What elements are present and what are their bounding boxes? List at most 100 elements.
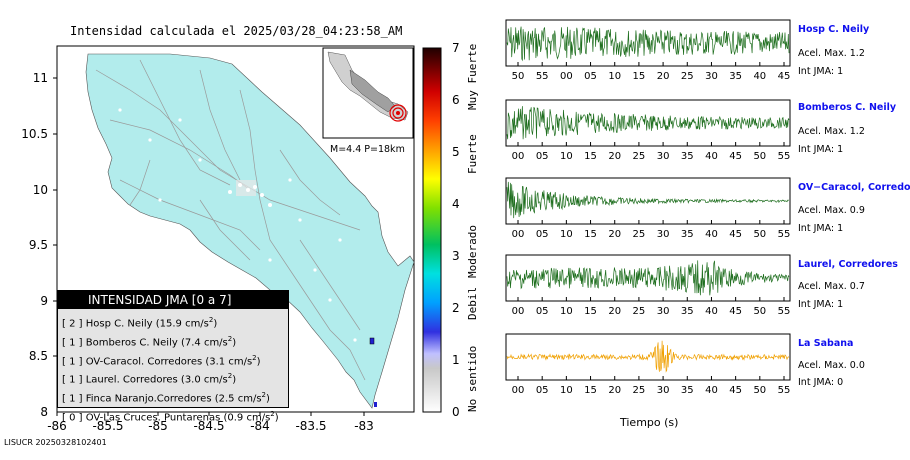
- time-tick-label: 50: [753, 306, 766, 317]
- time-tick-label: 45: [729, 385, 742, 396]
- map-y-ticks: [53, 77, 57, 357]
- time-tick-label: 40: [705, 306, 718, 317]
- x-tick-label: -83: [354, 419, 374, 433]
- time-tick-label: 55: [778, 385, 791, 396]
- map-y-tick-labels: 11 10.5 10 9.5 9 8.5 8: [21, 71, 48, 419]
- x-tick-label: -84: [250, 419, 270, 433]
- town-markers: [118, 108, 357, 342]
- time-tick-label: 00: [560, 71, 573, 82]
- station-int: Int JMA: 1: [798, 66, 844, 77]
- time-tick-label: 15: [584, 151, 597, 162]
- station-int: Int JMA: 1: [798, 299, 844, 310]
- y-tick-label: 8.5: [29, 349, 48, 363]
- legend-header: INTENSIDAD JMA [0 a 7]: [58, 291, 288, 309]
- x-tick-label: -85.5: [92, 419, 123, 433]
- colorbar-label: Fuerte: [466, 134, 479, 174]
- time-tick-label: 05: [536, 306, 549, 317]
- time-tick-label: 35: [681, 229, 694, 240]
- time-tick-label: 30: [657, 151, 670, 162]
- time-tick-label: 35: [681, 151, 694, 162]
- colorbar-tick: 1: [452, 353, 460, 367]
- y-tick-label: 11: [33, 71, 48, 85]
- time-tick-label: 15: [633, 71, 646, 82]
- time-tick-label: 40: [705, 385, 718, 396]
- time-tick-label: 45: [778, 71, 791, 82]
- time-tick-label: 55: [778, 306, 791, 317]
- time-tick-label: 10: [608, 71, 621, 82]
- time-tick-label: 15: [584, 385, 597, 396]
- colorbar-tick: 2: [452, 301, 460, 315]
- time-tick-label: 20: [608, 229, 621, 240]
- x-tick-label: -83.5: [295, 419, 326, 433]
- time-tick-label: 00: [512, 385, 525, 396]
- time-tick-label: 20: [608, 151, 621, 162]
- time-tick-label: 30: [657, 306, 670, 317]
- time-tick-label: 35: [729, 71, 742, 82]
- colorbar-tick-labels: 0 1 2 3 4 5 6 7: [452, 41, 460, 419]
- waveform-panels: 50 55 00 05 10 15 20 25 30 35 40 45 00 05 10 15 20 25 30 35…: [505, 19, 791, 396]
- time-tick-label: 30: [705, 71, 718, 82]
- time-tick-label: 30: [657, 229, 670, 240]
- colorbar-tick: 6: [452, 93, 460, 107]
- time-tick-label: 00: [512, 229, 525, 240]
- time-tick-label: 50: [753, 151, 766, 162]
- station-acel: Acel. Max. 1.2: [798, 48, 865, 59]
- station-int: Int JMA: 0: [798, 377, 844, 388]
- time-tick-label: 05: [584, 71, 597, 82]
- legend-row: [ 1 ] Bomberos C. Neily (7.4 cm/s2): [62, 334, 237, 349]
- colorbar-tick: 0: [452, 405, 460, 419]
- time-tick-label: 10: [560, 229, 573, 240]
- time-tick-label: 10: [560, 151, 573, 162]
- time-tick-label: 20: [608, 385, 621, 396]
- legend-row: [ 1 ] Finca Naranjo.Corredores (2.5 cm/s…: [62, 391, 270, 405]
- map-x-tick-labels: -86 -85.5 -85 -84.5 -84 -83.5 -83: [47, 419, 374, 433]
- road-network: [95, 59, 366, 381]
- station-marker: [374, 402, 377, 407]
- station-name: La Sabana: [798, 338, 854, 349]
- y-tick-label: 10.5: [21, 127, 48, 141]
- time-tick-label: 30: [657, 385, 670, 396]
- colorbar-category-labels: No sentido Debil Moderado Fuerte Muy Fue…: [466, 44, 479, 412]
- time-tick-label: 35: [681, 306, 694, 317]
- time-tick-label: 00: [512, 151, 525, 162]
- intensity-legend: INTENSIDAD JMA [0 a 7] [ 2 ] Hosp C. Nei…: [57, 290, 289, 423]
- time-tick-label: 05: [536, 151, 549, 162]
- y-tick-label: 10: [33, 183, 48, 197]
- y-tick-label: 9.5: [29, 238, 48, 252]
- colorbar-tick: 7: [452, 41, 460, 55]
- time-tick-label: 55: [778, 151, 791, 162]
- time-tick-label: 40: [705, 229, 718, 240]
- colorbar-label: Debil: [466, 287, 479, 320]
- colorbar-label: Moderado: [466, 225, 479, 278]
- time-tick-label: 50: [512, 71, 525, 82]
- waveform-panel: [505, 19, 791, 67]
- footer-id: LISUCR 20250328102401: [4, 438, 107, 447]
- x-tick-label: -84.5: [193, 419, 224, 433]
- waveform-trace: [506, 26, 790, 62]
- legend-rows: [ 2 ] Hosp C. Neily (15.9 cm/s2) [ 1 ] B…: [58, 309, 288, 426]
- station-acel: Acel. Max. 0.7: [798, 281, 865, 292]
- inset-caption: M=4.4 P=18km: [330, 144, 405, 155]
- land-area: [85, 53, 415, 409]
- waveform-trace: [506, 181, 790, 219]
- map-x-ticks: [56, 412, 365, 416]
- colorbar-tick: 5: [452, 145, 460, 159]
- station-int: Int JMA: 1: [798, 144, 844, 155]
- station-marker: [369, 337, 375, 345]
- time-tick-label: 50: [753, 385, 766, 396]
- legend-row: [ 1 ] Laurel. Corredores (3.0 cm/s2): [62, 372, 237, 386]
- station-int: Int JMA: 1: [798, 223, 844, 234]
- time-tick-label: 25: [633, 306, 646, 317]
- waveform-trace: [506, 260, 790, 296]
- time-tick-label: 55: [536, 71, 549, 82]
- colorbar-label: Muy Fuerte: [466, 44, 479, 110]
- inset-map: [322, 47, 414, 139]
- page-title: Intensidad calculada el 2025/03/28_04:23…: [70, 24, 403, 38]
- x-tick-label: -85: [148, 419, 168, 433]
- colorbar-tick: 3: [452, 249, 460, 263]
- time-tick-label: 25: [633, 229, 646, 240]
- time-tick-label: 45: [729, 306, 742, 317]
- time-tick-label: 20: [608, 306, 621, 317]
- legend-row: [ 1 ] OV-Caracol. Corredores (3.1 cm/s2): [62, 353, 261, 367]
